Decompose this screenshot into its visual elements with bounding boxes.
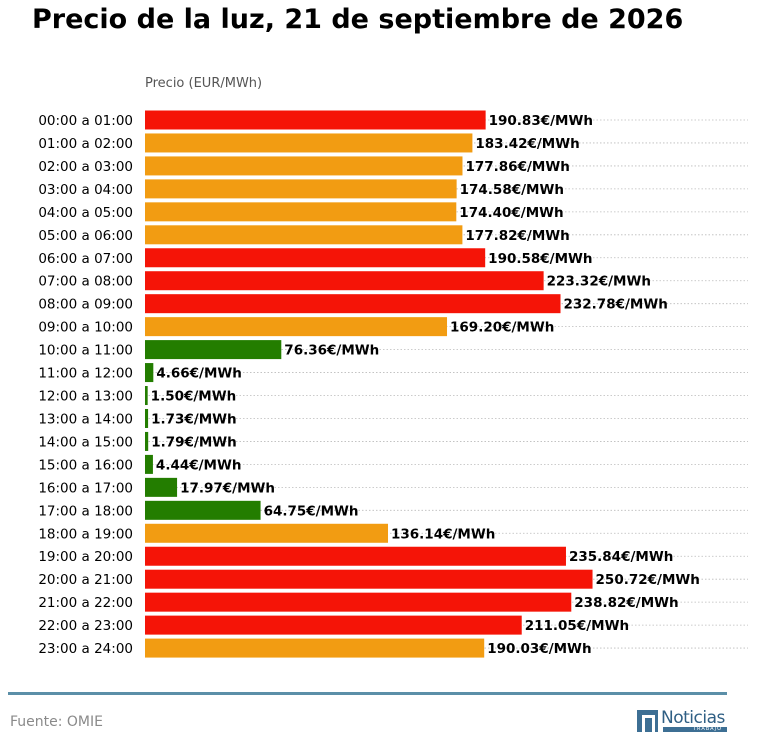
bar [145, 592, 572, 612]
category-tick-label: 05:00 a 06:00 [38, 228, 133, 244]
bar [145, 477, 178, 497]
bar-value-label: 64.75€/MWh [264, 503, 359, 519]
logo-icon [637, 710, 658, 732]
category-tick-label: 21:00 a 22:00 [38, 595, 133, 611]
grid-lines [145, 119, 748, 649]
bar [145, 202, 457, 222]
category-tick-label: 22:00 a 23:00 [38, 618, 133, 634]
bar [145, 363, 154, 383]
bar [145, 569, 593, 589]
bar [145, 638, 485, 658]
bar-value-label: 177.82€/MWh [465, 228, 569, 244]
category-tick-label: 03:00 a 04:00 [38, 182, 133, 198]
bar-value-label: 238.82€/MWh [574, 595, 678, 611]
category-tick-label: 20:00 a 21:00 [38, 572, 133, 588]
bar-value-label: 1.73€/MWh [151, 411, 237, 427]
bar [145, 340, 282, 360]
bar-value-label: 76.36€/MWh [284, 343, 379, 359]
bar [145, 156, 463, 176]
axis-label: Precio (EUR/MWh) [145, 76, 262, 91]
bar [145, 248, 486, 268]
bar [145, 431, 149, 451]
bar-value-label: 190.03€/MWh [487, 641, 591, 657]
bar [145, 546, 566, 566]
bar-value-label: 169.20€/MWh [450, 320, 554, 336]
bar [145, 225, 463, 245]
footer-divider [8, 692, 727, 695]
bar [145, 615, 522, 635]
bar [145, 294, 561, 314]
source-note: Fuente: OMIE [10, 714, 103, 730]
bar-value-label: 190.83€/MWh [489, 113, 593, 129]
category-tick-label: 04:00 a 05:00 [38, 205, 133, 221]
category-tick-label: 18:00 a 19:00 [38, 526, 133, 542]
bar [145, 271, 544, 291]
category-tick-label: 16:00 a 17:00 [38, 480, 133, 496]
bar-value-label: 17.97€/MWh [180, 480, 275, 496]
bar-value-label: 183.42€/MWh [475, 136, 579, 152]
bar [145, 133, 473, 153]
category-tick-label: 17:00 a 18:00 [38, 503, 133, 519]
bar-value-label: 4.66€/MWh [156, 366, 242, 382]
bar [145, 386, 148, 406]
logo-sub-bar [663, 727, 727, 732]
brand-logo: Noticias TRABAJO [636, 708, 732, 736]
category-tick-label: 23:00 a 24:00 [38, 641, 133, 657]
chart-title: Precio de la luz, 21 de septiembre de 20… [32, 4, 684, 35]
bar-value-label: 211.05€/MWh [525, 618, 629, 634]
bar [145, 523, 389, 543]
category-tick-label: 11:00 a 12:00 [38, 366, 133, 382]
logo-name: Noticias [661, 708, 725, 728]
bar-value-label: 232.78€/MWh [564, 297, 668, 313]
bar-value-label: 235.84€/MWh [569, 549, 673, 565]
logo-sub-text: TRABAJO [693, 726, 723, 732]
bar-chart: Precio (EUR/MWh) 00:00 a 01:00 01:00 a 02… [38, 76, 748, 658]
category-tick-label: 15:00 a 16:00 [38, 457, 133, 473]
category-tick-label: 19:00 a 20:00 [38, 549, 133, 565]
bar [145, 317, 448, 337]
bar-value-label: 250.72€/MWh [596, 572, 700, 588]
bar-value-label: 174.58€/MWh [460, 182, 564, 198]
category-tick-label: 06:00 a 07:00 [38, 251, 133, 267]
category-tick-label: 00:00 a 01:00 [38, 113, 133, 129]
bar [145, 179, 457, 199]
data-labels: 190.83€/MWh 183.42€/MWh 177.86€/MWh 174.58€… [151, 113, 700, 657]
bar [145, 500, 261, 520]
tick-labels: 00:00 a 01:00 01:00 a 02:00 02:00 a 03:00 0… [38, 113, 133, 657]
bar-value-label: 136.14€/MWh [391, 526, 495, 542]
bar-value-label: 1.79€/MWh [151, 434, 237, 450]
category-tick-label: 14:00 a 15:00 [38, 434, 133, 450]
category-tick-label: 09:00 a 10:00 [38, 320, 133, 336]
category-tick-label: 10:00 a 11:00 [38, 343, 133, 359]
bar [145, 110, 486, 130]
bar-value-label: 223.32€/MWh [547, 274, 651, 290]
category-tick-label: 07:00 a 08:00 [38, 274, 133, 290]
bar-value-label: 190.58€/MWh [488, 251, 592, 267]
category-tick-label: 02:00 a 03:00 [38, 159, 133, 175]
bars [145, 110, 593, 658]
bar [145, 408, 149, 428]
bar-value-label: 4.44€/MWh [156, 457, 242, 473]
bar-value-label: 1.50€/MWh [151, 389, 237, 405]
category-tick-label: 13:00 a 14:00 [38, 411, 133, 427]
category-tick-label: 12:00 a 13:00 [38, 389, 133, 405]
bar-value-label: 174.40€/MWh [459, 205, 563, 221]
category-tick-label: 01:00 a 02:00 [38, 136, 133, 152]
category-tick-label: 08:00 a 09:00 [38, 297, 133, 313]
bar-value-label: 177.86€/MWh [465, 159, 569, 175]
bar [145, 454, 153, 474]
